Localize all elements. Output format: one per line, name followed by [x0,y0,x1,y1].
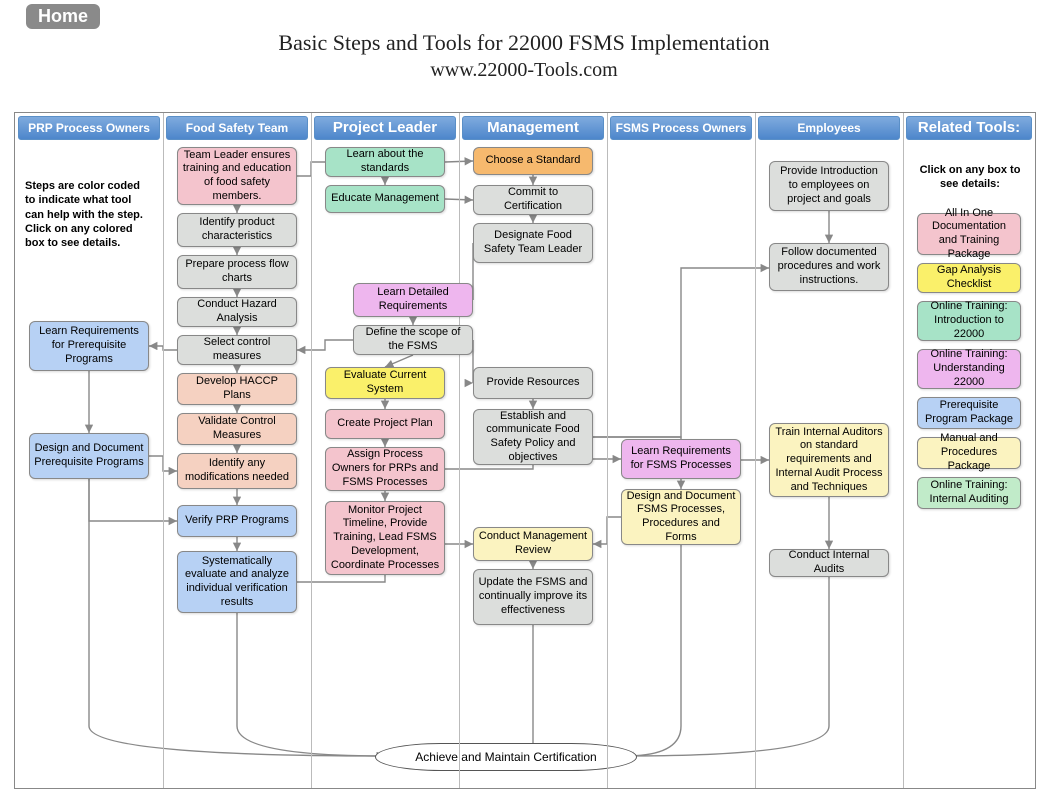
t_allinone[interactable]: All In One Documentation and Training Pa… [917,213,1021,255]
n_policy[interactable]: Establish and communicate Food Safety Po… [473,409,593,465]
t_understand[interactable]: Online Training: Understanding 22000 [917,349,1021,389]
n_designate[interactable]: Designate Food Safety Team Leader [473,223,593,263]
note-left: Steps are color coded to indicate what t… [25,179,153,250]
swimlane-header: Related Tools: [906,116,1032,140]
n_create_plan[interactable]: Create Project Plan [325,409,445,439]
n_train_audit[interactable]: Train Internal Auditors on standard requ… [769,423,889,497]
t_intro[interactable]: Online Training: Introduction to 22000 [917,301,1021,341]
n_learn_std[interactable]: Learn about the standards [325,147,445,177]
swimlane-header: Project Leader [314,116,456,140]
n_verify_prp[interactable]: Verify PRP Programs [177,505,297,537]
n_educate[interactable]: Educate Management [325,185,445,213]
n_evaluate[interactable]: Evaluate Current System [325,367,445,399]
n_learn_fsms[interactable]: Learn Requirements for FSMS Processes [621,439,741,479]
n_intro_emp[interactable]: Provide Introduction to employees on pro… [769,161,889,211]
swimlane-header: FSMS Process Owners [610,116,752,140]
title-line1: Basic Steps and Tools for 22000 FSMS Imp… [278,30,769,55]
n_haccp[interactable]: Develop HACCP Plans [177,373,297,405]
cert-oval: Achieve and Maintain Certification [375,743,637,771]
n_conduct_audit[interactable]: Conduct Internal Audits [769,549,889,577]
n_follow_proc[interactable]: Follow documented procedures and work in… [769,243,889,291]
n_team_leader[interactable]: Team Leader ensures training and educati… [177,147,297,205]
n_identify_mod[interactable]: Identify any modifications needed [177,453,297,489]
n_identify_prod[interactable]: Identify product characteristics [177,213,297,247]
n_select_ctrl[interactable]: Select control measures [177,335,297,365]
title-line2: www.22000-Tools.com [430,59,617,81]
n_choose_std[interactable]: Choose a Standard [473,147,593,175]
n_learn_prp[interactable]: Learn Requirements for Prerequisite Prog… [29,321,149,371]
home-button[interactable]: Home [26,4,100,29]
page-title: Basic Steps and Tools for 22000 FSMS Imp… [0,30,1048,82]
n_hazard[interactable]: Conduct Hazard Analysis [177,297,297,327]
n_sys_eval[interactable]: Systematically evaluate and analyze indi… [177,551,297,613]
n_resources[interactable]: Provide Resources [473,367,593,399]
n_learn_req[interactable]: Learn Detailed Requirements [353,283,473,317]
n_update[interactable]: Update the FSMS and continually improve … [473,569,593,625]
swimlane-header: Food Safety Team [166,116,308,140]
t_manual[interactable]: Manual and Procedures Package [917,437,1021,469]
note-right: Click on any box to see details: [915,163,1025,192]
n_validate[interactable]: Validate Control Measures [177,413,297,445]
swimlane-header: Employees [758,116,900,140]
t_gap[interactable]: Gap Analysis Checklist [917,263,1021,293]
n_commit[interactable]: Commit to Certification [473,185,593,215]
t_prp[interactable]: Prerequisite Program Package [917,397,1021,429]
n_design_fsms[interactable]: Design and Document FSMS Processes, Proc… [621,489,741,545]
n_scope[interactable]: Define the scope of the FSMS [353,325,473,355]
n_mgmt_review[interactable]: Conduct Management Review [473,527,593,561]
swimlane-header: Management [462,116,604,140]
diagram-frame: Steps are color coded to indicate what t… [14,112,1036,789]
t_audit[interactable]: Online Training: Internal Auditing [917,477,1021,509]
n_design_prp[interactable]: Design and Document Prerequisite Program… [29,433,149,479]
swimlane-header: PRP Process Owners [18,116,160,140]
n_assign[interactable]: Assign Process Owners for PRPs and FSMS … [325,447,445,491]
n_flowcharts[interactable]: Prepare process flow charts [177,255,297,289]
n_monitor[interactable]: Monitor Project Timeline, Provide Traini… [325,501,445,575]
